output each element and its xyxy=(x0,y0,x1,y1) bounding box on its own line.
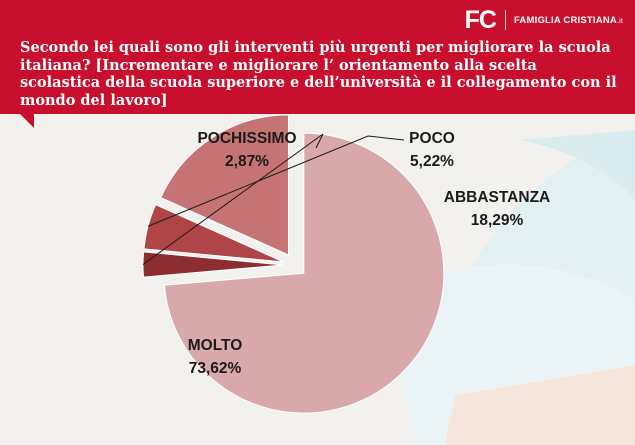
slice-value-abbastanza: 18,29% xyxy=(471,212,524,229)
slice-value-pochissimo: 2,87% xyxy=(225,153,269,170)
slice-label-pochissimo: POCHISSIMO xyxy=(197,130,296,147)
header-banner: FC FAMIGLIA CRISTIANA.it Secondo lei qua… xyxy=(0,0,635,114)
slice-value-molto: 73,62% xyxy=(189,360,242,377)
logo-name: FAMIGLIA CRISTIANA.it xyxy=(513,14,623,26)
slice-label-molto: MOLTO xyxy=(188,337,243,354)
leader-line-pochissimo xyxy=(142,133,324,265)
famiglia-cristiana-logo: FC FAMIGLIA CRISTIANA.it xyxy=(464,6,623,34)
header-notch xyxy=(20,114,34,128)
pie-slice-abbastanza xyxy=(160,114,289,256)
slice-label-abbastanza: ABBASTANZA xyxy=(444,189,550,206)
logo-divider xyxy=(504,10,506,30)
slice-label-poco: POCO xyxy=(409,130,455,147)
slice-value-poco: 5,22% xyxy=(410,153,454,170)
logo-mark: FC xyxy=(464,6,497,34)
leader-line-poco xyxy=(147,135,405,227)
survey-question: Secondo lei quali sono gli interventi pi… xyxy=(20,39,617,109)
pie-slice-molto xyxy=(163,132,445,414)
